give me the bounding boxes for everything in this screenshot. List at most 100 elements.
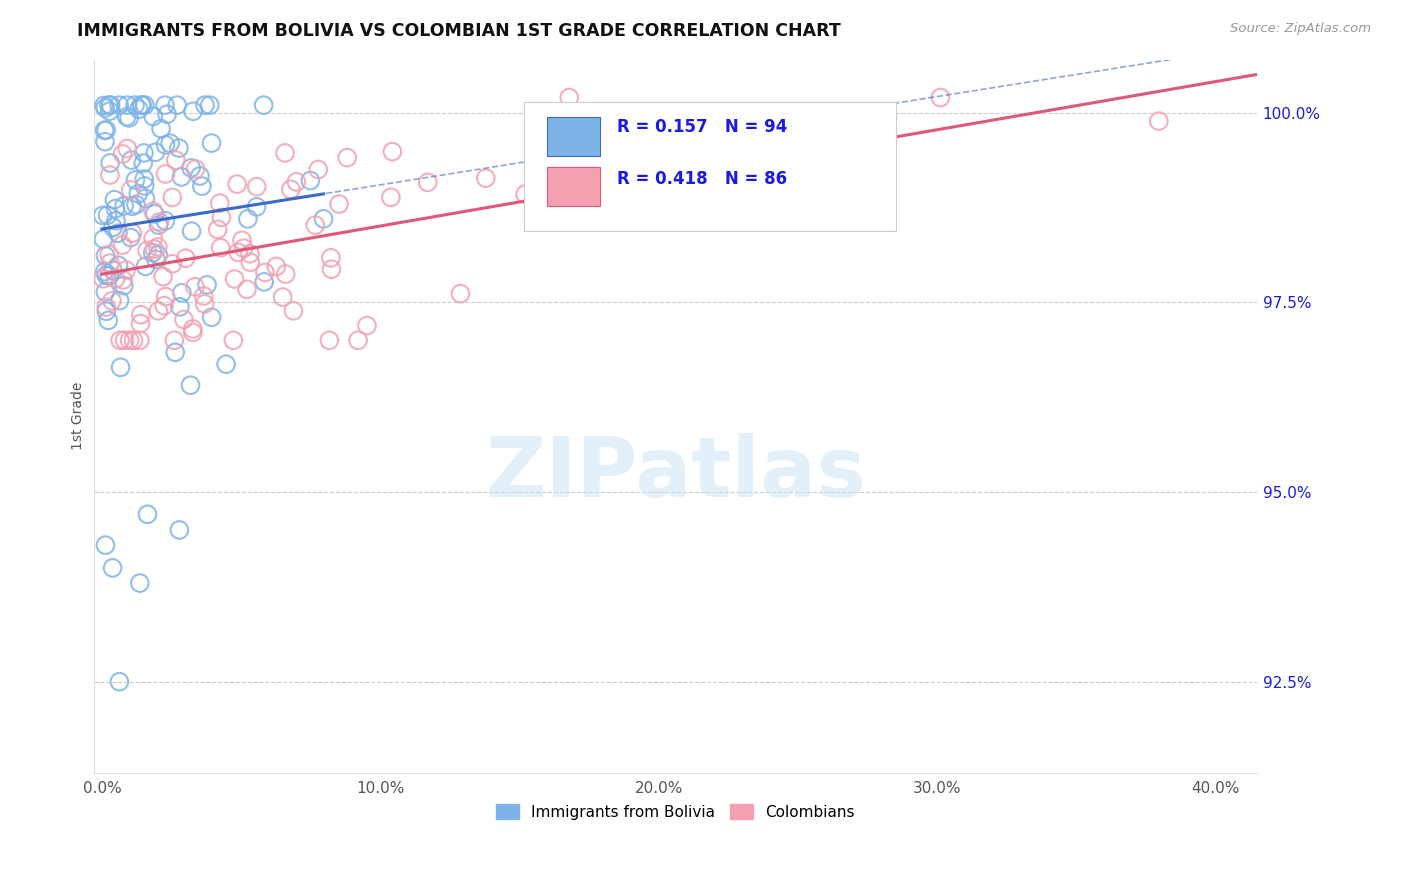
Legend: Immigrants from Bolivia, Colombians: Immigrants from Bolivia, Colombians <box>489 797 860 826</box>
Point <box>101 561 124 575</box>
Point <box>129 308 152 322</box>
Text: R = 0.157   N = 94: R = 0.157 N = 94 <box>617 119 787 136</box>
Point <box>94 265 117 279</box>
Point <box>96 268 118 283</box>
Point <box>929 90 952 104</box>
FancyBboxPatch shape <box>547 167 600 206</box>
Point <box>193 289 215 303</box>
Point <box>98 268 121 283</box>
Point <box>181 326 204 340</box>
Point <box>195 277 218 292</box>
Point <box>97 98 120 112</box>
Point <box>180 224 202 238</box>
Point <box>198 98 221 112</box>
Point <box>96 300 118 314</box>
FancyBboxPatch shape <box>547 117 600 156</box>
Point <box>169 300 191 314</box>
Point <box>184 161 207 176</box>
Point <box>179 378 201 392</box>
Point <box>108 334 131 348</box>
Point <box>271 290 294 304</box>
Point <box>107 226 129 240</box>
Point <box>98 104 121 119</box>
Point <box>153 98 176 112</box>
Point <box>274 267 297 281</box>
Point <box>304 218 326 232</box>
Point <box>231 233 253 247</box>
Point <box>94 101 117 115</box>
Point <box>128 334 150 348</box>
Point <box>91 271 114 285</box>
Point <box>132 156 155 170</box>
Point <box>134 178 156 193</box>
Point <box>145 252 167 267</box>
Point <box>98 156 121 170</box>
Point <box>209 211 232 225</box>
Point <box>148 303 170 318</box>
Point <box>299 173 322 187</box>
Point <box>222 334 245 348</box>
Point <box>191 179 214 194</box>
Point <box>181 104 204 119</box>
Point <box>380 190 402 204</box>
Point <box>108 674 131 689</box>
Point <box>94 249 117 263</box>
Point <box>253 98 276 112</box>
Point <box>115 142 138 156</box>
Point <box>128 102 150 116</box>
Point <box>100 98 122 112</box>
Point <box>166 98 188 112</box>
Point <box>129 317 152 331</box>
Point <box>246 179 269 194</box>
Point <box>163 334 186 348</box>
Point <box>94 538 117 552</box>
Point <box>274 145 297 160</box>
Point <box>101 293 124 308</box>
Point <box>108 293 131 308</box>
Point <box>112 273 135 287</box>
Point <box>159 136 181 151</box>
Point <box>136 244 159 258</box>
Point <box>194 297 217 311</box>
Point <box>111 238 134 252</box>
Point <box>118 111 141 125</box>
Point <box>232 241 254 255</box>
Point <box>142 110 165 124</box>
Point <box>115 110 138 124</box>
Point <box>149 215 172 229</box>
Y-axis label: 1st Grade: 1st Grade <box>72 382 86 450</box>
Point <box>91 208 114 222</box>
FancyBboxPatch shape <box>524 103 897 231</box>
Point <box>98 168 121 182</box>
Point <box>188 169 211 183</box>
Point <box>142 245 165 260</box>
Point <box>184 279 207 293</box>
Point <box>96 304 118 318</box>
Point <box>153 299 176 313</box>
Point <box>105 214 128 228</box>
Point <box>165 345 187 359</box>
Point <box>283 303 305 318</box>
Point <box>148 248 170 262</box>
Point <box>162 257 184 271</box>
Point <box>145 145 167 160</box>
Point <box>449 286 471 301</box>
Point <box>475 171 498 186</box>
Point <box>253 265 276 279</box>
Point <box>134 260 156 274</box>
Point <box>266 260 288 274</box>
Point <box>194 98 217 112</box>
Point <box>150 121 173 136</box>
Point <box>236 211 259 226</box>
Point <box>115 263 138 277</box>
Point <box>143 242 166 256</box>
Point <box>98 256 121 270</box>
Point <box>98 247 121 261</box>
Point <box>356 318 378 333</box>
Point <box>146 240 169 254</box>
Point <box>170 169 193 184</box>
Point <box>312 211 335 226</box>
Point <box>174 252 197 266</box>
Point <box>236 282 259 296</box>
Text: Source: ZipAtlas.com: Source: ZipAtlas.com <box>1230 22 1371 36</box>
